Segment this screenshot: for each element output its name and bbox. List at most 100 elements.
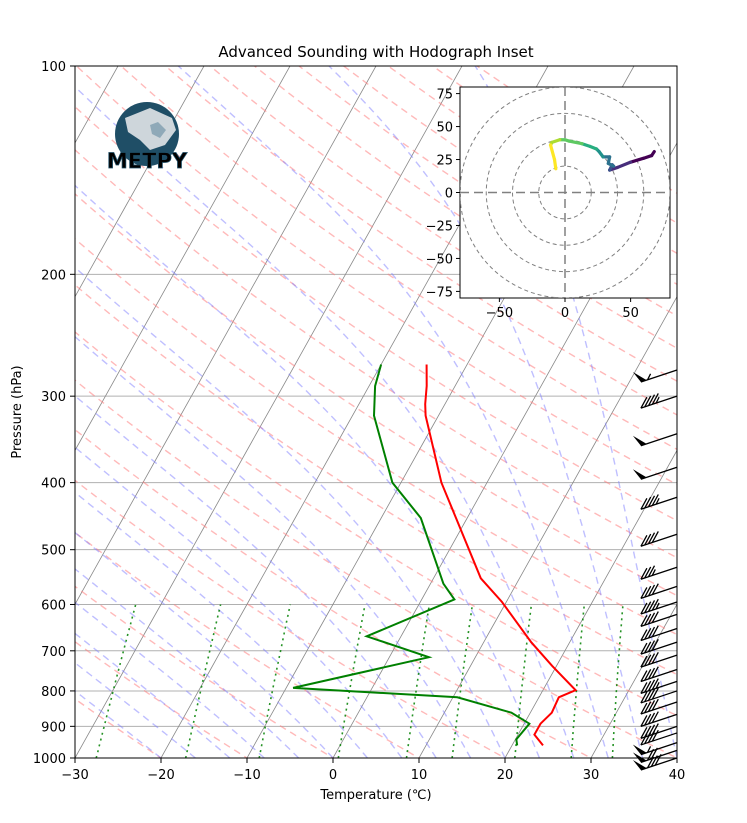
barb-feather xyxy=(640,396,648,409)
temperature-profile xyxy=(424,364,578,747)
barb-staff xyxy=(640,749,678,764)
wind-barb xyxy=(640,393,678,409)
barb-feather xyxy=(640,682,648,694)
moist-adiabat-line xyxy=(177,66,609,758)
barb-feather xyxy=(644,496,652,509)
barb-staff xyxy=(640,369,678,383)
moist-adiabat-line xyxy=(75,491,368,758)
barb-feather xyxy=(647,495,656,508)
barb-feather xyxy=(651,611,659,623)
barb-half-feather xyxy=(651,569,656,576)
barb-feather xyxy=(640,497,648,510)
wind-barb xyxy=(640,531,678,547)
dry-adiabat-line xyxy=(75,479,507,758)
barb-feather xyxy=(644,585,652,598)
barb-staff xyxy=(640,668,678,683)
barb-feather xyxy=(647,653,656,665)
wind-barb xyxy=(640,666,678,683)
barb-feather xyxy=(651,598,659,611)
metpy-logo: METPY xyxy=(107,102,188,173)
y-tick-label: 700 xyxy=(41,645,66,660)
dry-adiabat-line xyxy=(75,585,335,758)
moist-adiabat-line xyxy=(75,601,265,758)
barb-staff xyxy=(640,741,678,756)
y-tick-label: 900 xyxy=(41,720,66,735)
barb-flag xyxy=(632,752,647,763)
barb-feather xyxy=(640,587,648,599)
wind-barb xyxy=(640,583,678,600)
dry-adiabat-line xyxy=(75,105,677,522)
barb-staff xyxy=(640,395,678,409)
x-tick-label: −30 xyxy=(61,768,88,783)
sounding-profiles xyxy=(292,364,578,747)
x-tick-label: −20 xyxy=(147,768,174,783)
barb-staff xyxy=(640,725,678,739)
barb-staff xyxy=(640,701,678,715)
mixing-ratio-line xyxy=(405,604,431,758)
barb-half-feather xyxy=(655,396,660,404)
hodo-y-tick-label: 25 xyxy=(436,154,453,169)
moist-adiabat-line xyxy=(75,531,334,758)
dry-adiabat-line xyxy=(75,428,593,758)
y-axis-label: Pressure (hPa) xyxy=(10,365,25,458)
barb-half-feather xyxy=(655,682,660,689)
y-tick-label: 800 xyxy=(41,685,66,700)
x-tick-label: 10 xyxy=(411,768,428,783)
barb-feather xyxy=(640,567,648,580)
y-tick-label: 400 xyxy=(41,477,66,492)
wind-barb xyxy=(640,723,678,739)
mixing-ratio-line xyxy=(514,604,533,758)
isotherm-line xyxy=(75,66,377,606)
barb-staff xyxy=(640,613,678,627)
y-tick-label: 1000 xyxy=(33,752,66,767)
barb-feather xyxy=(640,629,648,641)
barb-flag xyxy=(632,760,647,770)
moist-adiabat-line xyxy=(75,395,437,758)
hodo-y-tick-label: −25 xyxy=(426,219,453,234)
wind-barb xyxy=(640,687,678,704)
barb-feather xyxy=(644,395,652,408)
barb-feather xyxy=(644,627,652,640)
hodo-x-tick-label: 0 xyxy=(561,306,569,321)
moist-adiabat-line xyxy=(474,66,677,758)
barb-feather xyxy=(651,687,659,700)
moist-adiabat-line xyxy=(75,85,575,758)
hodo-y-tick-label: −50 xyxy=(426,252,453,267)
hodo-y-tick-label: 75 xyxy=(436,88,453,103)
barb-feather xyxy=(651,625,659,638)
wind-barb xyxy=(640,625,678,642)
barb-feather xyxy=(640,642,648,655)
barb-feather xyxy=(647,600,656,612)
isotherm-line xyxy=(504,449,677,758)
barb-feather xyxy=(644,601,652,614)
dry-adiabat-line xyxy=(75,148,677,559)
hodo-y-tick-label: 50 xyxy=(436,121,453,136)
wind-barb xyxy=(632,466,678,480)
barb-feather xyxy=(640,702,648,715)
dry-adiabat-line xyxy=(75,531,421,758)
moist-adiabat-line xyxy=(75,446,403,758)
isotherm-line xyxy=(418,295,677,758)
barb-staff xyxy=(640,627,678,642)
barb-feather xyxy=(640,715,648,727)
y-tick-label: 600 xyxy=(41,598,66,613)
y-axis: 100 200 300 400 500 600 700 800 900 1000 xyxy=(33,60,75,767)
dry-adiabat-line xyxy=(75,283,677,676)
barb-feather xyxy=(647,640,656,652)
isotherm-line xyxy=(590,603,677,758)
barb-half-feather xyxy=(646,373,652,381)
barb-staff xyxy=(640,680,678,695)
barb-feather xyxy=(651,531,659,543)
barb-flag xyxy=(632,372,647,383)
barb-half-feather xyxy=(646,746,652,753)
barb-flag xyxy=(632,469,647,480)
barb-feather xyxy=(651,494,659,506)
barb-feather xyxy=(644,690,652,702)
y-tick-label: 200 xyxy=(41,268,66,283)
barb-feather xyxy=(640,691,648,704)
wind-barb xyxy=(640,611,678,627)
moist-adiabat-line xyxy=(75,568,300,758)
wind-barb xyxy=(640,651,678,668)
wind-barb xyxy=(632,433,678,447)
barb-feather xyxy=(647,700,656,712)
